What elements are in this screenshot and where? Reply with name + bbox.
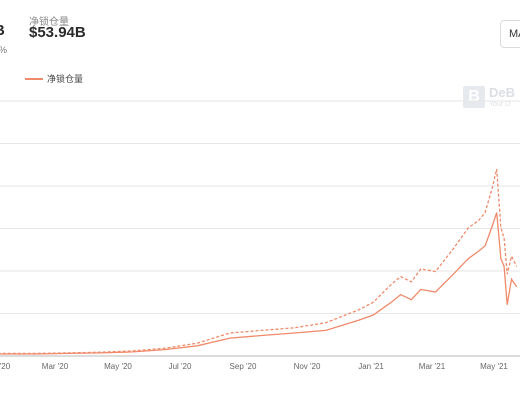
debank-watermark: B DeB Your D xyxy=(463,86,515,108)
total-locked-change: 5% xyxy=(0,45,7,55)
total-locked-value: B xyxy=(0,22,5,39)
net-locked-value: $53.94B xyxy=(29,24,86,41)
x-tick-label: Mar '20 xyxy=(42,362,69,371)
legend-label: 净锁仓量 xyxy=(47,74,84,84)
x-tick-label: May '21 xyxy=(480,362,508,371)
x-tick-label: Mar '21 xyxy=(419,362,446,371)
x-tick-label: Sep '20 xyxy=(230,362,257,371)
x-tick-label: '20 xyxy=(0,362,11,371)
watermark-tagline: Your D xyxy=(489,101,511,108)
x-tick-label: Jan '21 xyxy=(358,362,384,371)
series-line-net-locked xyxy=(0,212,518,355)
legend-net-locked[interactable]: 净锁仓量 xyxy=(25,72,83,85)
x-tick-label: May '20 xyxy=(104,362,132,371)
x-tick-label: Nov '20 xyxy=(294,362,321,371)
x-tick-label: Jul '20 xyxy=(169,362,192,371)
net-locked-title: 净锁仓量 xyxy=(29,17,69,28)
watermark-name: DeB xyxy=(489,85,516,100)
range-button[interactable]: MA xyxy=(500,20,520,48)
debank-logo-icon: B xyxy=(463,86,485,108)
legend-line-swatch xyxy=(25,77,43,80)
series-line-dashed xyxy=(0,168,518,355)
